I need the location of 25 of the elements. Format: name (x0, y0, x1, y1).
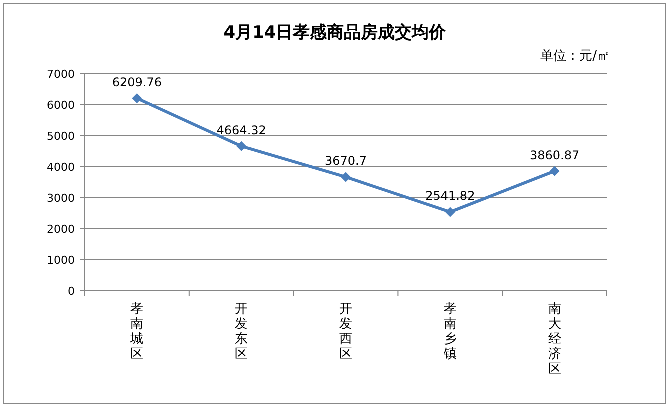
y-tick-label: 3000 (47, 192, 75, 205)
point (550, 166, 560, 176)
x-tick-label: 开发西区 (340, 302, 352, 362)
x-tick-label: 孝南乡镇 (442, 302, 457, 362)
y-tick-label: 6000 (47, 99, 75, 112)
data-label: 2541.82 (426, 189, 476, 204)
y-tick-label: 2000 (47, 223, 75, 236)
x-tick-label: 孝南城区 (130, 302, 144, 362)
point (341, 172, 351, 182)
y-tick-label: 1000 (47, 254, 75, 267)
y-tick-label: 0 (68, 285, 75, 298)
data-label: 3860.87 (530, 148, 580, 162)
x-tick-label: 南大经济区 (548, 302, 562, 377)
chart-title: 4月14日孝感商品房成交均价 (224, 23, 448, 43)
point (445, 207, 456, 218)
y-tick-label: 7000 (47, 68, 75, 81)
y-tick-label: 4000 (47, 161, 75, 174)
chart-subtitle: 单位：元/㎡ (540, 49, 610, 64)
point (236, 141, 247, 152)
y-tick-label: 5000 (47, 130, 75, 143)
point (132, 93, 142, 104)
data-label: 6209.76 (112, 75, 162, 90)
data-label: 3670.7 (325, 154, 367, 168)
data-label: 4664.32 (216, 123, 266, 138)
x-tick-label: 开发东区 (235, 302, 248, 362)
